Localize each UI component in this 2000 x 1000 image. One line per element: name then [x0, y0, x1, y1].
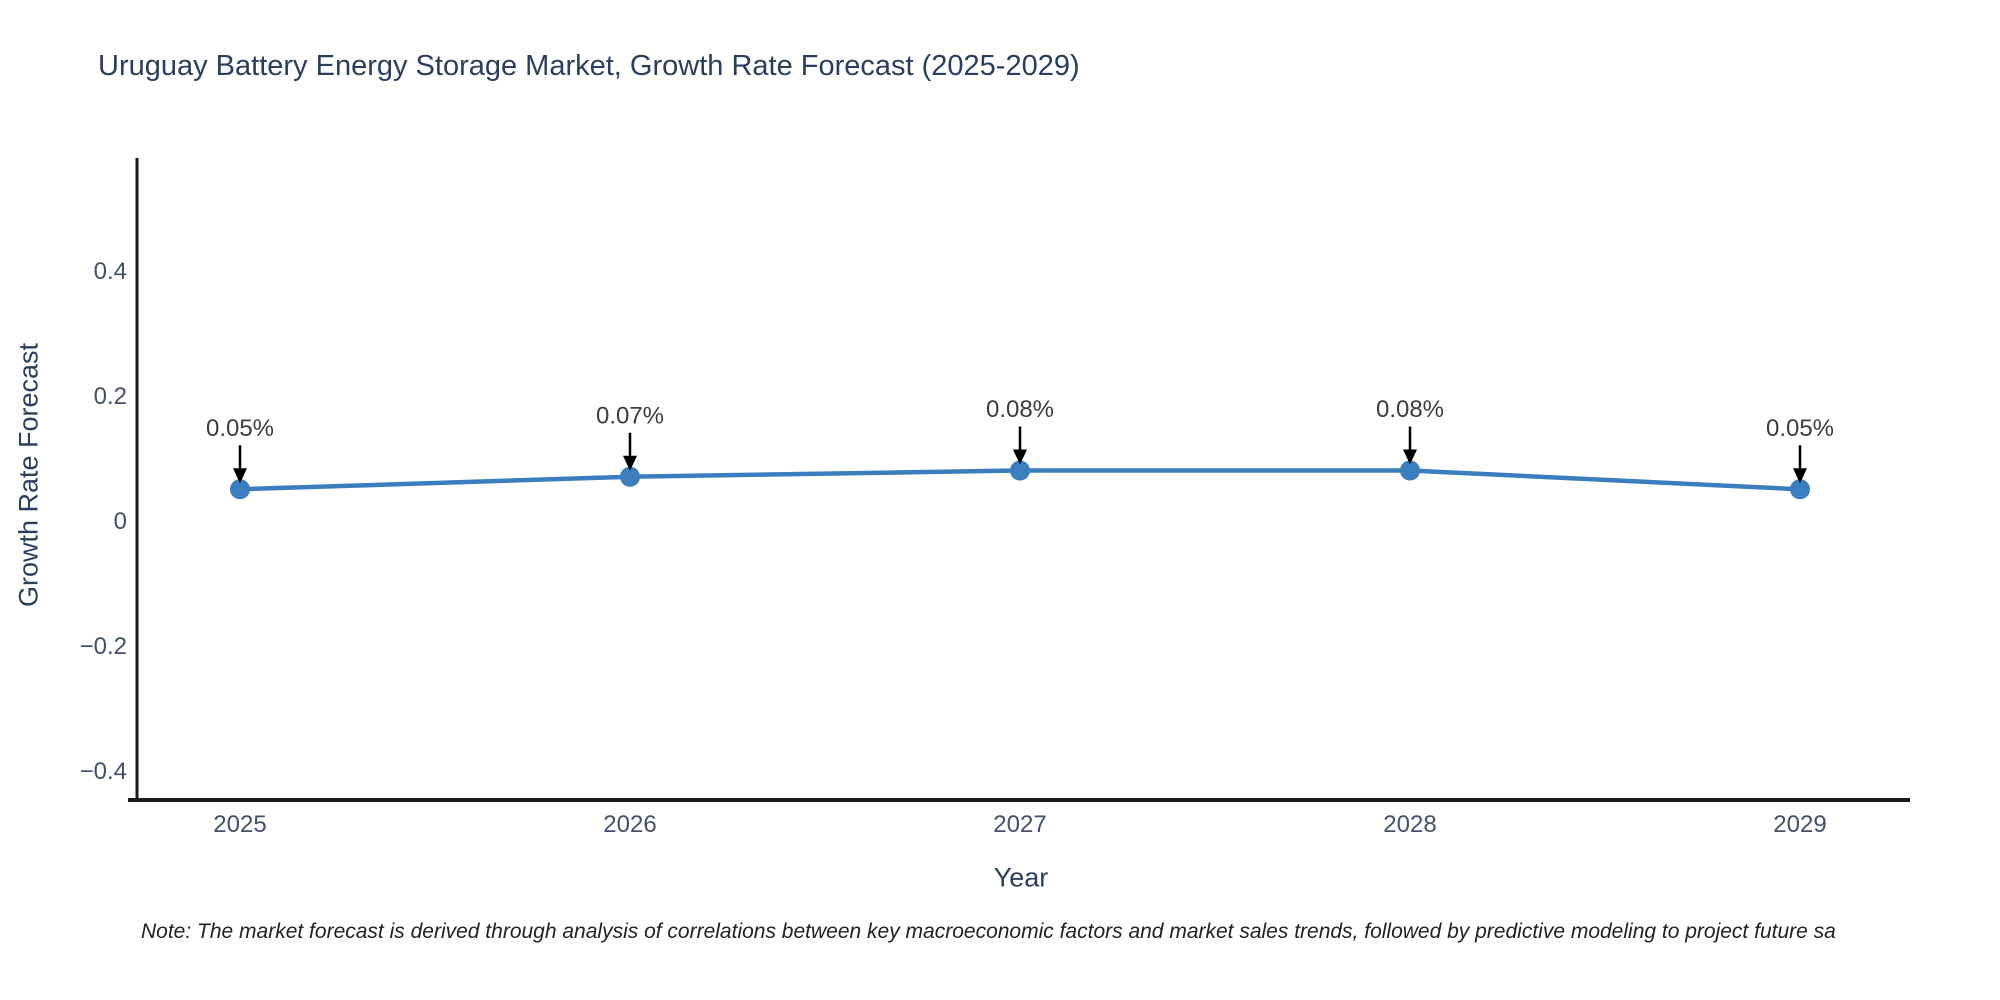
y-tick-label: 0 [114, 508, 127, 535]
y-tick-label: 0.2 [94, 383, 127, 410]
data-point-label: 0.05% [206, 415, 274, 442]
data-point-marker [1400, 460, 1420, 481]
annotation-arrowhead [1793, 468, 1807, 484]
x-tick-label: 2026 [603, 811, 656, 838]
data-point-marker [1790, 479, 1810, 500]
annotation-arrowhead [1013, 449, 1027, 465]
chart-title: Uruguay Battery Energy Storage Market, G… [98, 50, 1080, 82]
data-point-marker [230, 479, 250, 500]
x-tick-label: 2029 [1773, 811, 1826, 838]
annotation-arrowhead [1403, 449, 1417, 465]
y-tick-label: −0.4 [80, 758, 127, 785]
data-point-label: 0.08% [1376, 396, 1444, 423]
x-tick-label: 2027 [993, 811, 1046, 838]
x-tick-label: 2028 [1383, 811, 1436, 838]
x-tick-label: 2025 [213, 811, 266, 838]
data-point-label: 0.07% [596, 402, 664, 429]
data-point-marker [620, 466, 640, 487]
annotation-arrowhead [233, 468, 247, 484]
footnote: Note: The market forecast is derived thr… [141, 920, 1836, 943]
y-tick-label: −0.2 [80, 633, 127, 660]
x-axis-title: Year [993, 862, 1049, 893]
y-tick-label: 0.4 [94, 258, 127, 285]
annotation-arrowhead [623, 455, 637, 471]
data-point-label: 0.08% [986, 396, 1054, 423]
data-point-marker [1010, 460, 1030, 481]
data-point-label: 0.05% [1766, 415, 1834, 442]
